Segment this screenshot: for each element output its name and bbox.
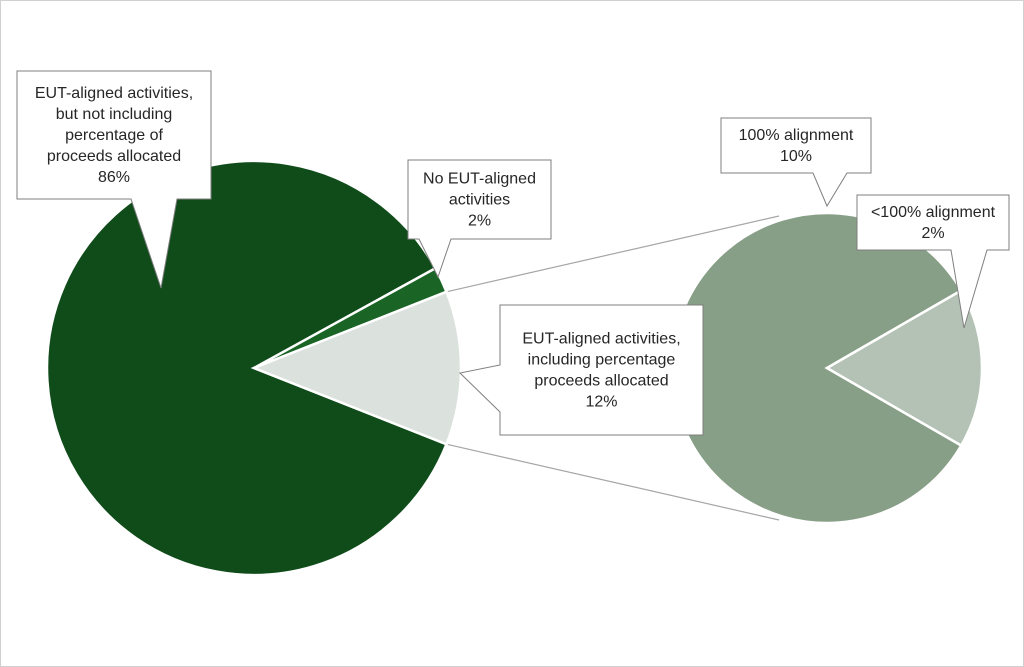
callout-label-line: No EUT-aligned bbox=[423, 171, 536, 188]
callout-label-line: 100% alignment bbox=[739, 127, 854, 144]
callout-5: <100% alignment 2% bbox=[856, 194, 1010, 329]
primary-pie bbox=[45, 159, 463, 577]
callout-box bbox=[407, 159, 552, 279]
connector-lines bbox=[446, 215, 780, 521]
pie-slice-eut-aligned-activities-but-not-including bbox=[45, 159, 449, 577]
callout-label-line: percentage of bbox=[65, 127, 163, 144]
callout-2: No EUT-aligned activities 2% bbox=[407, 159, 552, 279]
callout-box bbox=[16, 70, 212, 289]
callout-label-line: <100% alignment bbox=[871, 204, 996, 221]
connector-line-lower bbox=[446, 443, 780, 521]
callout-label-line: proceeds allocated bbox=[47, 148, 181, 165]
callout-box bbox=[720, 117, 872, 208]
callout-label-line: proceeds allocated bbox=[534, 373, 668, 390]
callout-4: 100% alignment 10% bbox=[720, 117, 872, 208]
connector-line-upper bbox=[446, 215, 780, 293]
callout-label-line: including percentage bbox=[528, 352, 676, 369]
callout-label-line: activities bbox=[449, 192, 510, 209]
data-callouts: EUT-aligned activities, but not including… bbox=[16, 70, 1010, 436]
callout-label-line: EUT-aligned activities, bbox=[522, 331, 680, 348]
secondary-pie bbox=[670, 211, 984, 525]
callout-box bbox=[856, 194, 1010, 329]
pie-slice-eut-aligned-activities-including-percent bbox=[250, 290, 463, 446]
callout-3: EUT-aligned activities, including percent… bbox=[458, 304, 704, 436]
callout-1: EUT-aligned activities, but not including… bbox=[16, 70, 212, 289]
callout-box bbox=[458, 304, 704, 436]
callout-label-line: 86% bbox=[98, 169, 130, 186]
callout-label-line: 2% bbox=[468, 213, 491, 230]
callout-label-line: 10% bbox=[780, 148, 812, 165]
callout-label-line: 12% bbox=[585, 394, 617, 411]
callout-label-line: but not including bbox=[56, 106, 173, 123]
callout-label-line: 2% bbox=[921, 225, 944, 242]
callout-label-line: EUT-aligned activities, bbox=[35, 85, 193, 102]
